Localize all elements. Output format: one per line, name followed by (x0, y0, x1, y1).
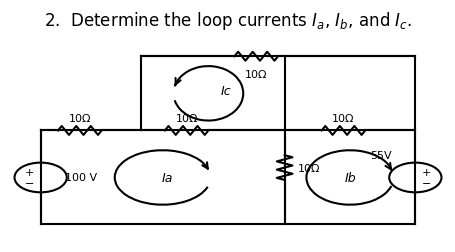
Text: 10Ω: 10Ω (332, 114, 354, 123)
Text: +: + (420, 167, 430, 177)
Text: 10Ω: 10Ω (244, 69, 267, 79)
Text: 10Ω: 10Ω (68, 114, 91, 123)
Text: 10Ω: 10Ω (175, 114, 197, 123)
Text: Ia: Ia (161, 171, 172, 184)
Text: Ic: Ic (220, 85, 231, 98)
Text: 100 V: 100 V (65, 173, 96, 183)
Text: 2.  Determine the loop currents $I_a$, $I_b$, and $I_c$.: 2. Determine the loop currents $I_a$, $I… (44, 10, 411, 32)
Text: 55V: 55V (369, 151, 390, 161)
Text: +: + (25, 167, 35, 177)
Text: Ib: Ib (344, 171, 355, 184)
Text: −: − (25, 179, 35, 189)
Text: 10Ω: 10Ω (297, 163, 319, 173)
Text: −: − (420, 179, 430, 189)
